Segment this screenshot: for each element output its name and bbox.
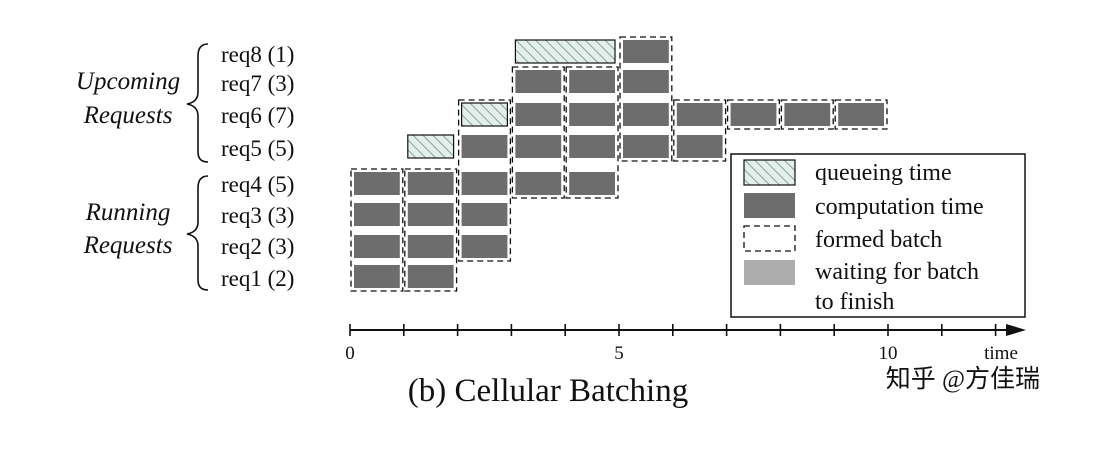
formed-batch-outline <box>673 99 727 162</box>
legend-label-waiting-line1: waiting for batch <box>815 259 979 285</box>
computation-cell <box>730 103 777 126</box>
computation-cell <box>515 172 562 195</box>
axis-tick-label: 10 <box>879 343 898 364</box>
computation-cell <box>569 135 615 158</box>
running-brace <box>186 175 209 291</box>
formed-batch-outline <box>457 99 512 262</box>
legend-swatch-formed-batch <box>743 225 796 252</box>
legend-swatch-computation <box>744 193 795 218</box>
formed-batch-outline <box>511 66 565 199</box>
queueing-cell <box>514 39 616 64</box>
legend-label-queueing: queueing time <box>815 160 952 186</box>
legend-swatch-queueing <box>743 159 796 186</box>
request-label: req8 (1) <box>221 42 294 67</box>
computation-cell <box>623 40 669 63</box>
computation-cell <box>676 135 723 158</box>
upcoming-brace <box>186 43 209 163</box>
computation-cell <box>623 103 669 126</box>
request-label: req5 (5) <box>221 136 294 161</box>
formed-batch-outline <box>726 99 781 130</box>
computation-cell <box>461 203 508 226</box>
computation-cell <box>354 265 400 288</box>
formed-batch-outline <box>619 36 673 162</box>
computation-cell <box>676 103 723 126</box>
upcoming-group-label: Upcoming Requests <box>76 68 180 129</box>
request-label: req1 (2) <box>221 266 294 291</box>
request-label: req4 (5) <box>221 172 294 197</box>
axis-tick-label: 5 <box>614 343 624 364</box>
axis-arrowhead <box>1006 324 1026 336</box>
queueing-cell <box>461 102 509 127</box>
computation-cell <box>407 172 454 195</box>
computation-cell <box>354 172 400 195</box>
figure-caption: (b) Cellular Batching <box>408 373 688 409</box>
legend-label-computation: computation time <box>815 194 984 220</box>
computation-cell <box>407 235 454 258</box>
computation-cell <box>407 203 454 226</box>
computation-cell <box>354 203 400 226</box>
legend-swatch-waiting <box>744 260 795 285</box>
formed-batch-outline <box>350 168 404 292</box>
formed-batch-outline <box>834 99 888 130</box>
computation-cells <box>354 39 884 288</box>
computation-cell <box>569 103 615 126</box>
computation-cell <box>461 235 508 258</box>
computation-cell <box>569 70 615 93</box>
computation-cell <box>354 235 400 258</box>
computation-cell <box>784 103 831 126</box>
computation-cell <box>838 103 884 126</box>
formed-batch-outline <box>404 168 458 292</box>
watermark: 知乎 @方佳瑞 <box>886 365 1040 393</box>
batch-outlines <box>350 36 888 292</box>
running-group-label: Running Requests <box>83 199 173 259</box>
upcoming-label-line1: Upcoming <box>76 68 180 95</box>
legend-label-formed-batch: formed batch <box>815 227 942 253</box>
computation-cell <box>461 172 508 195</box>
computation-cell <box>569 172 615 195</box>
running-label-line2: Requests <box>83 232 173 259</box>
formed-batch-outline <box>780 99 834 130</box>
request-label: req3 (3) <box>221 203 294 228</box>
axis-label: time <box>984 343 1018 364</box>
request-label: req2 (3) <box>221 234 294 259</box>
computation-cell <box>515 70 562 93</box>
axis-tick-label: 0 <box>345 343 355 364</box>
legend-label-waiting-line2: to finish <box>815 289 894 315</box>
computation-cell <box>515 103 562 126</box>
computation-cell <box>623 70 669 93</box>
running-label-line1: Running <box>85 199 171 226</box>
computation-cell <box>461 135 508 158</box>
time-axis: 0 5 10 <box>345 324 1026 364</box>
formed-batch-outline <box>565 66 619 199</box>
computation-cell <box>407 265 454 288</box>
request-label: req6 (7) <box>221 103 294 128</box>
legend: queueing time computation time formed ba… <box>730 153 1026 318</box>
upcoming-label-line2: Requests <box>83 102 173 129</box>
request-label: req7 (3) <box>221 71 294 96</box>
computation-cell <box>515 135 562 158</box>
request-labels: req8 (1) req7 (3) req6 (7) req5 (5) req4… <box>221 42 294 291</box>
computation-cell <box>623 135 669 158</box>
queueing-cell <box>407 134 455 159</box>
